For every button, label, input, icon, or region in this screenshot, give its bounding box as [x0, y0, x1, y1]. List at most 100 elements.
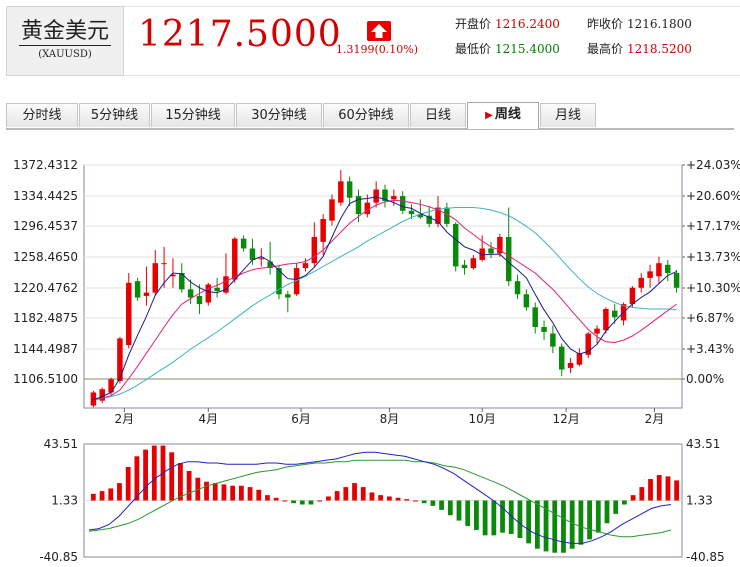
candle [514, 281, 521, 295]
macd-bar [413, 500, 418, 502]
macd-bar [474, 500, 479, 530]
macd-bar [595, 500, 601, 533]
macd-bar [343, 487, 349, 501]
y-tick-label-right: +24.03% [686, 158, 740, 172]
macd-bar [265, 495, 270, 501]
candle [258, 258, 265, 260]
candle [293, 268, 300, 295]
candle [567, 363, 574, 368]
tab-30min[interactable]: 30分钟线 [236, 103, 322, 127]
period-tabs: 分时线 5分钟线 15分钟线 30分钟线 60分钟线 日线 ▶ 周线 月线 [6, 102, 734, 130]
candle [629, 287, 636, 305]
candle [656, 263, 662, 277]
candle [311, 237, 318, 264]
macd-y-tick-label: 43.51 [44, 437, 78, 451]
candle [638, 277, 644, 288]
candle [594, 328, 600, 334]
macd-bar [308, 500, 314, 505]
macd-bar [134, 456, 140, 501]
stat-value: 1218.5200 [627, 42, 692, 56]
candle [355, 196, 362, 215]
tab-monthly[interactable]: 月线 [540, 103, 596, 127]
y-tick-label: 1296.4537 [13, 219, 78, 233]
y-tick-label: 1258.4650 [13, 250, 78, 264]
y-tick-label-right: +20.60% [686, 189, 740, 203]
candle [329, 199, 335, 221]
candle [585, 333, 591, 355]
candle [152, 263, 159, 293]
macd-bar [151, 445, 157, 501]
macd-bar [212, 483, 218, 501]
candle [99, 389, 105, 401]
macd-bar [404, 499, 410, 501]
macd-bar [256, 489, 262, 501]
macd-bar [204, 481, 209, 501]
y-tick-label: 1144.4987 [13, 342, 78, 356]
stat-label: 最高价 [587, 42, 624, 56]
ma20-line [93, 207, 677, 401]
candle [673, 273, 680, 288]
candle [320, 219, 326, 242]
candle [417, 214, 424, 218]
macd-bar [230, 485, 236, 501]
tab-label: 周线 [494, 107, 521, 122]
candle [399, 196, 406, 211]
candle [576, 353, 583, 365]
y-tick-label: 1182.4875 [13, 311, 78, 325]
candle [603, 309, 609, 331]
tab-label: 60分钟线 [338, 108, 394, 123]
candle [532, 307, 538, 327]
stat-high: 最高价 1218.5200 [587, 40, 692, 57]
macd-y-tick-label-right: 43.51 [686, 437, 720, 451]
y-tick-label: 1220.4762 [13, 281, 78, 295]
macd-bar [552, 500, 558, 553]
header-frame [124, 6, 740, 76]
candle [117, 338, 123, 381]
ma5-line [93, 196, 677, 401]
y-tick-label-right: 0.00% [686, 372, 724, 386]
candle [550, 333, 556, 347]
macd-bar [639, 487, 645, 501]
tab-weekly[interactable]: ▶ 周线 [467, 102, 539, 129]
candle [232, 238, 238, 280]
stat-value: 1216.2400 [495, 17, 560, 31]
instrument-name[interactable]: 黄金美元 [18, 19, 111, 46]
macd-bar [613, 500, 619, 514]
x-tick-label: 2月 [115, 412, 135, 426]
candle [108, 379, 114, 393]
candle [391, 196, 397, 200]
x-tick-label: 8月 [380, 412, 400, 426]
tab-intraday[interactable]: 分时线 [6, 103, 78, 127]
macd-y-tick-label-right: -40.85 [686, 550, 725, 564]
tab-60min[interactable]: 60分钟线 [323, 103, 409, 127]
candle [461, 264, 468, 269]
tab-15min[interactable]: 15分钟线 [151, 103, 235, 127]
macd-bar [543, 500, 549, 552]
stat-low: 最低价 1215.4000 [455, 40, 560, 57]
macd-bar [526, 500, 532, 544]
macd-bar [299, 500, 305, 505]
stat-label: 昨收价 [587, 17, 624, 31]
macd-bar [195, 477, 201, 501]
candle [426, 215, 432, 224]
candle [126, 282, 132, 345]
candle [161, 263, 167, 265]
macd-bar [604, 500, 610, 524]
x-tick-label: 12月 [552, 412, 579, 426]
tab-label: 30分钟线 [251, 108, 307, 123]
candle [488, 248, 494, 254]
y-tick-label-right: +13.73% [686, 250, 740, 264]
macd-bar [238, 485, 244, 501]
macd-bar [326, 496, 331, 501]
tab-daily[interactable]: 日线 [410, 103, 466, 127]
macd-bar [534, 500, 540, 549]
macd-bar [447, 500, 453, 516]
candle [187, 289, 194, 298]
candle [302, 263, 309, 269]
macd-bar [500, 500, 505, 533]
candle [558, 346, 565, 370]
tab-5min[interactable]: 5分钟线 [79, 103, 150, 127]
candle [541, 327, 547, 332]
macd-bar [561, 500, 566, 553]
